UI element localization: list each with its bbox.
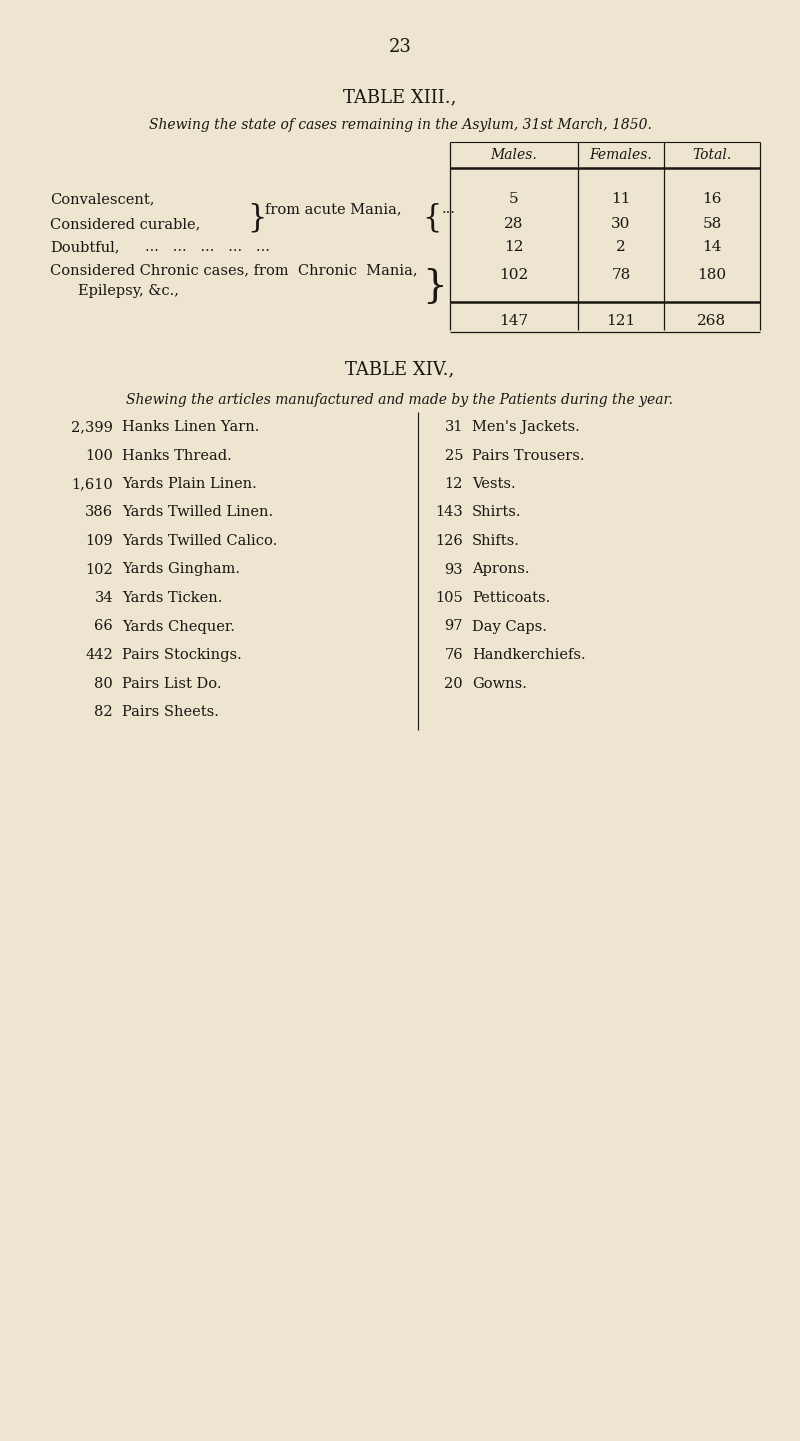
Text: 109: 109: [86, 535, 113, 548]
Text: }: }: [247, 202, 266, 233]
Text: 28: 28: [504, 218, 524, 231]
Text: Total.: Total.: [692, 148, 732, 161]
Text: 2: 2: [616, 241, 626, 254]
Text: Shirts.: Shirts.: [472, 506, 522, 520]
Text: Handkerchiefs.: Handkerchiefs.: [472, 648, 586, 661]
Text: 30: 30: [611, 218, 630, 231]
Text: Hanks Linen Yarn.: Hanks Linen Yarn.: [122, 419, 259, 434]
Text: Yards Plain Linen.: Yards Plain Linen.: [122, 477, 257, 491]
Text: TABLE XIV.,: TABLE XIV.,: [346, 360, 454, 378]
Text: Yards Chequer.: Yards Chequer.: [122, 620, 235, 634]
Text: 2,399: 2,399: [71, 419, 113, 434]
Text: 23: 23: [389, 37, 411, 56]
Text: }: }: [422, 268, 446, 305]
Text: Shewing the articles manufactured and made by the Patients during the year.: Shewing the articles manufactured and ma…: [126, 393, 674, 406]
Text: 5: 5: [509, 192, 519, 206]
Text: Shifts.: Shifts.: [472, 535, 520, 548]
Text: Pairs Stockings.: Pairs Stockings.: [122, 648, 242, 661]
Text: 93: 93: [444, 562, 463, 576]
Text: ...: ...: [442, 202, 456, 216]
Text: 12: 12: [504, 241, 524, 254]
Text: Females.: Females.: [590, 148, 652, 161]
Text: 102: 102: [86, 562, 113, 576]
Text: Aprons.: Aprons.: [472, 562, 530, 576]
Text: 105: 105: [435, 591, 463, 605]
Text: 66: 66: [94, 620, 113, 634]
Text: Convalescent,: Convalescent,: [50, 192, 154, 206]
Text: 78: 78: [611, 268, 630, 282]
Text: 102: 102: [499, 268, 529, 282]
Text: 268: 268: [698, 314, 726, 329]
Text: Epilepsy, &c.,: Epilepsy, &c.,: [78, 284, 179, 298]
Text: 1,610: 1,610: [71, 477, 113, 491]
Text: 82: 82: [94, 705, 113, 719]
Text: Vests.: Vests.: [472, 477, 516, 491]
Text: 34: 34: [94, 591, 113, 605]
Text: 147: 147: [499, 314, 529, 329]
Text: 180: 180: [698, 268, 726, 282]
Text: from acute Mania,: from acute Mania,: [265, 202, 402, 216]
Text: Yards Twilled Linen.: Yards Twilled Linen.: [122, 506, 273, 520]
Text: 11: 11: [611, 192, 630, 206]
Text: {: {: [422, 202, 442, 233]
Text: 100: 100: [85, 448, 113, 463]
Text: 121: 121: [606, 314, 636, 329]
Text: Gowns.: Gowns.: [472, 676, 527, 690]
Text: Yards Twilled Calico.: Yards Twilled Calico.: [122, 535, 278, 548]
Text: 12: 12: [445, 477, 463, 491]
Text: 16: 16: [702, 192, 722, 206]
Text: 31: 31: [445, 419, 463, 434]
Text: Doubtful,: Doubtful,: [50, 241, 119, 254]
Text: 20: 20: [444, 676, 463, 690]
Text: Pairs Sheets.: Pairs Sheets.: [122, 705, 219, 719]
Text: TABLE XIII.,: TABLE XIII.,: [343, 88, 457, 107]
Text: 80: 80: [94, 676, 113, 690]
Text: 14: 14: [702, 241, 722, 254]
Text: ...   ...   ...   ...   ...: ... ... ... ... ...: [145, 241, 270, 254]
Text: Males.: Males.: [490, 148, 538, 161]
Text: Shewing the state of cases remaining in the Asylum, 31st March, 1850.: Shewing the state of cases remaining in …: [149, 118, 651, 133]
Text: Pairs List Do.: Pairs List Do.: [122, 676, 222, 690]
Text: 58: 58: [702, 218, 722, 231]
Text: Pairs Trousers.: Pairs Trousers.: [472, 448, 585, 463]
Text: Petticoats.: Petticoats.: [472, 591, 550, 605]
Text: Hanks Thread.: Hanks Thread.: [122, 448, 232, 463]
Text: 442: 442: [86, 648, 113, 661]
Text: 126: 126: [435, 535, 463, 548]
Text: Considered Chronic cases, from  Chronic  Mania,: Considered Chronic cases, from Chronic M…: [50, 264, 418, 277]
Text: Yards Ticken.: Yards Ticken.: [122, 591, 222, 605]
Text: 143: 143: [435, 506, 463, 520]
Text: 76: 76: [444, 648, 463, 661]
Text: Yards Gingham.: Yards Gingham.: [122, 562, 240, 576]
Text: 386: 386: [85, 506, 113, 520]
Text: 97: 97: [445, 620, 463, 634]
Text: Considered curable,: Considered curable,: [50, 218, 200, 231]
Text: Men's Jackets.: Men's Jackets.: [472, 419, 580, 434]
Text: 25: 25: [445, 448, 463, 463]
Text: Day Caps.: Day Caps.: [472, 620, 547, 634]
